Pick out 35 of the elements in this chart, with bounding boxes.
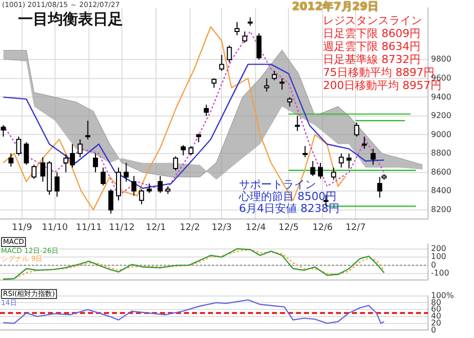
y-tick-label: 100 — [431, 252, 446, 262]
x-tick-label: 12/7 — [345, 222, 366, 233]
y-tick-label: 80 — [431, 298, 442, 307]
x-tick-label: 12/2 — [180, 222, 200, 233]
x-tick-label: 11/11 — [76, 222, 102, 233]
y-tick-label: 9200 — [431, 111, 452, 120]
y-tick-label: 8800 — [431, 148, 452, 158]
y-tick-label: 20 — [431, 318, 442, 328]
annotation: レジスタンスライン — [323, 14, 422, 27]
y-tick-label: 9400 — [431, 92, 452, 102]
y-tick-label: 9000 — [431, 130, 452, 139]
x-tick-label: 12/5 — [278, 222, 299, 233]
y-tick-label: 8200 — [431, 204, 452, 214]
annotation: 2012年7月29日 — [292, 0, 379, 13]
x-tick-label: 11/12 — [108, 222, 135, 233]
y-tick-label: 60 — [431, 304, 442, 314]
chart-title: 一目均衡表日足 — [18, 10, 123, 29]
annotation: 日足基準線 8732円 — [323, 53, 420, 66]
y-tick-label: 9800 — [431, 54, 452, 64]
annotation: 日足雲下限 8609円 — [323, 27, 420, 40]
y-tick-label: 100% — [431, 290, 454, 300]
y-tick-label: -100 — [431, 268, 450, 278]
annotation: 週足雲下限 8634円 — [323, 40, 420, 53]
x-tick-label: 12/6 — [312, 222, 334, 233]
y-tick-label: 0 — [431, 325, 436, 334]
x-tick-label: 12/3 — [212, 222, 232, 233]
x-tick-label: 12/1 — [146, 222, 166, 233]
x-tick-label: 11/10 — [42, 222, 68, 233]
x-tick-label: 11/9 — [12, 222, 32, 233]
x-tick-label: 12/4 — [246, 222, 266, 233]
y-tick-label: 8400 — [431, 186, 452, 196]
y-tick-label: 40 — [431, 312, 442, 321]
y-tick-label: 0 — [431, 260, 436, 270]
y-tick-label: 8600 — [431, 167, 452, 176]
y-tick-label: 200 — [431, 244, 446, 253]
